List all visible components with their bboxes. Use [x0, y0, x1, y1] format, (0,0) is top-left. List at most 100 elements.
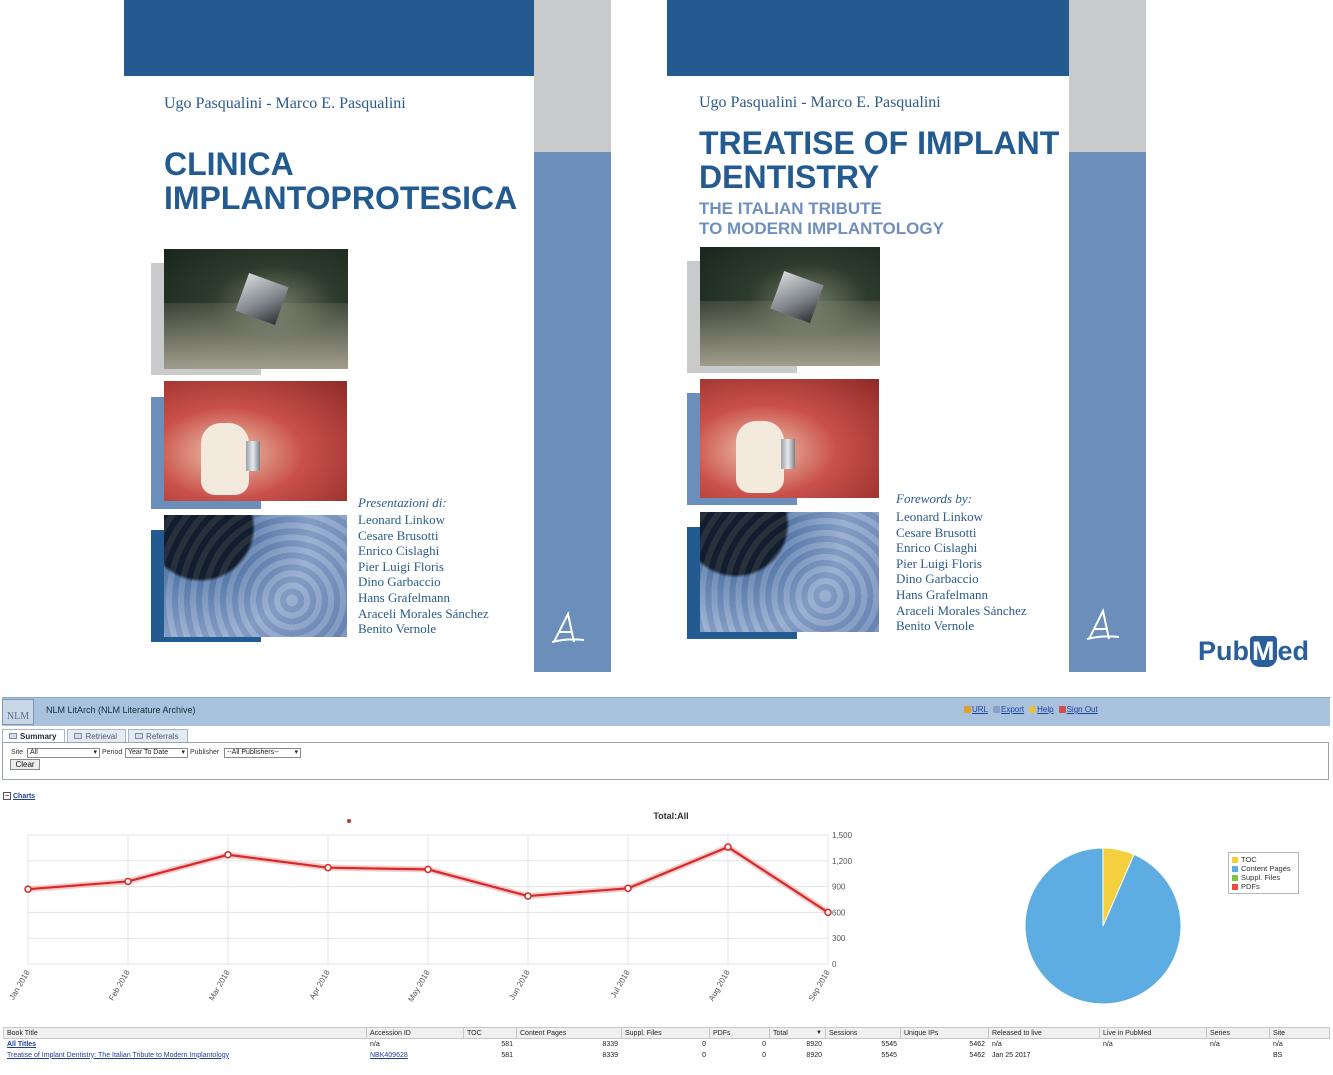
- publisher-select[interactable]: --All Publishers--: [224, 748, 301, 758]
- foreword-name: Araceli Morales Sánchez: [358, 605, 489, 621]
- book-title-link[interactable]: Treatise of Implant Dentistry: The Itali…: [7, 1051, 230, 1059]
- legend-item: Content Pages: [1232, 864, 1295, 873]
- y-tick-label: 1,500: [832, 831, 853, 840]
- charts-toggle[interactable]: − Charts: [3, 792, 35, 800]
- x-tick-label: Jan 2018: [7, 968, 32, 1001]
- data-point: [324, 863, 332, 872]
- publisher-logo-icon: [551, 611, 585, 643]
- cover-title-line: IMPLANTOPROTESICA: [164, 180, 518, 216]
- bone-section-photo: [700, 512, 879, 632]
- foreword-name: Benito Vernole: [896, 618, 975, 634]
- table-cell: n/a: [366, 1038, 464, 1050]
- column-header[interactable]: Released to live: [988, 1027, 1100, 1039]
- table-cell: n/a: [1099, 1038, 1207, 1050]
- data-point: [424, 865, 432, 874]
- tab-retrieval[interactable]: Retrieval: [67, 729, 127, 742]
- y-axis-ticks: 0 300 600 900 1,200 1,500: [832, 831, 853, 969]
- table-cell: 8339: [516, 1038, 622, 1050]
- legend-label: Suppl. Files: [1241, 873, 1281, 882]
- url-link[interactable]: URL: [964, 705, 988, 714]
- nlm-logo[interactable]: NLM: [2, 699, 34, 725]
- x-tick-label: Jun 2018: [507, 968, 532, 1001]
- pie-legend: TOC Content Pages Suppl. Files PDFs: [1228, 852, 1299, 894]
- table-cell: 5545: [825, 1038, 901, 1050]
- period-select[interactable]: Year To Date: [125, 748, 188, 758]
- foreword-name: Leonard Linkow: [896, 509, 984, 524]
- collapse-icon: −: [3, 791, 11, 800]
- pie-chart: [1024, 847, 1182, 1005]
- table-row: Treatise of Implant Dentistry: The Itali…: [3, 1049, 1330, 1061]
- column-header[interactable]: PDFs: [709, 1027, 770, 1039]
- column-header[interactable]: Series: [1206, 1027, 1270, 1039]
- column-header[interactable]: Live in PubMed: [1099, 1027, 1207, 1039]
- site-select[interactable]: All: [27, 748, 100, 758]
- cover-title: TREATISE OF IMPLANT DENTISTRY: [699, 126, 1059, 194]
- implant-photo: [164, 249, 348, 369]
- legend-swatch: [1232, 874, 1238, 881]
- foreword-name: Enrico Cislaghi: [358, 543, 440, 559]
- forewords-list: Leonard Linkow Cesare Brusotti Enrico Ci…: [896, 509, 1027, 634]
- table-cell: 0: [709, 1049, 770, 1061]
- x-tick-label: May 2018: [406, 968, 432, 1003]
- table-row-all-titles: All Titles n/a 581 8339 0 0 8920 5545 54…: [3, 1038, 1330, 1050]
- legend-item: TOC: [1232, 855, 1295, 864]
- chart-title: Total:All: [653, 811, 688, 821]
- app-title: NLM LitArch (NLM Literature Archive): [46, 705, 196, 715]
- forewords-heading: Forewords by:: [896, 491, 972, 506]
- foreword-name: Pier Luigi Floris: [358, 558, 444, 574]
- sign-out-link-label: Sign Out: [1066, 705, 1098, 714]
- data-point: [724, 843, 732, 851]
- pubmed-logo-m: M: [1250, 636, 1277, 667]
- gum-photo: [164, 381, 347, 501]
- header-links: URL Export Help Sign Out: [964, 705, 1098, 714]
- table-cell: n/a: [988, 1038, 1100, 1050]
- titles-table: Book Title Accession ID TOC Content Page…: [3, 1027, 1330, 1061]
- table-cell: 5462: [900, 1049, 989, 1061]
- cover-blue-stripe: [1069, 152, 1146, 672]
- foreword-name: Cesare Brusotti: [896, 524, 977, 540]
- line-chart: Total:All 0 300 600 900 1,200 1,500 Jan 2018 F…: [7, 811, 853, 1003]
- tab-summary[interactable]: Summary: [2, 729, 66, 742]
- tab-referrals-label: Referrals: [146, 731, 179, 741]
- url-icon: [964, 706, 971, 713]
- x-tick-label: Sep 2018: [807, 968, 832, 1003]
- column-header-label: Total: [773, 1029, 788, 1037]
- pie-slice: [1024, 847, 1182, 1005]
- data-point: [624, 884, 632, 893]
- column-header[interactable]: Unique IPs: [900, 1027, 989, 1039]
- column-header[interactable]: Accession ID: [366, 1027, 464, 1039]
- column-header[interactable]: Suppl. Files: [621, 1027, 710, 1039]
- clear-button[interactable]: Clear: [10, 759, 40, 770]
- table-cell: 5545: [825, 1049, 901, 1061]
- forewords-heading: Presentazioni di:: [358, 495, 447, 510]
- period-label: Period: [102, 749, 123, 756]
- data-point: [824, 908, 832, 917]
- export-link-label: Export: [1001, 705, 1025, 714]
- column-header[interactable]: Content Pages: [516, 1027, 622, 1039]
- table-cell: 5462: [900, 1038, 989, 1050]
- export-link[interactable]: Export: [993, 705, 1024, 714]
- accession-id-link[interactable]: NBK409628: [370, 1051, 408, 1059]
- x-axis-ticks: Jan 2018 Feb 2018 Mar 2018 Apr 2018 May 2018…: [7, 968, 832, 1003]
- charts-toggle-label: Charts: [13, 792, 36, 800]
- column-header[interactable]: Site: [1269, 1027, 1330, 1039]
- column-header[interactable]: TOC: [463, 1027, 517, 1039]
- column-header-sorted[interactable]: Total ▼: [769, 1027, 826, 1039]
- implant-photo: [700, 247, 880, 366]
- column-header[interactable]: Sessions: [825, 1027, 901, 1039]
- all-titles-link[interactable]: All Titles: [7, 1040, 37, 1048]
- help-link[interactable]: Help: [1029, 705, 1054, 714]
- tab-summary-label: Summary: [20, 731, 57, 741]
- data-point: [224, 851, 232, 859]
- sign-out-link[interactable]: Sign Out: [1058, 705, 1098, 714]
- table-cell: n/a: [1206, 1038, 1270, 1050]
- tab-referrals[interactable]: Referrals: [128, 729, 188, 742]
- publisher-label: Publisher: [190, 749, 220, 756]
- column-header[interactable]: Book Title: [3, 1027, 367, 1039]
- cover-subtitle: THE ITALIAN TRIBUTE TO MODERN IMPLANTOLO…: [699, 199, 944, 239]
- legend-label: TOC: [1241, 855, 1257, 864]
- sort-desc-icon: ▼: [816, 1029, 822, 1036]
- foreword-name: Dino Garbaccio: [896, 571, 979, 587]
- gum-photo: [700, 379, 879, 498]
- cover-authors: Ugo Pasqualini - Marco E. Pasqualini: [164, 95, 406, 112]
